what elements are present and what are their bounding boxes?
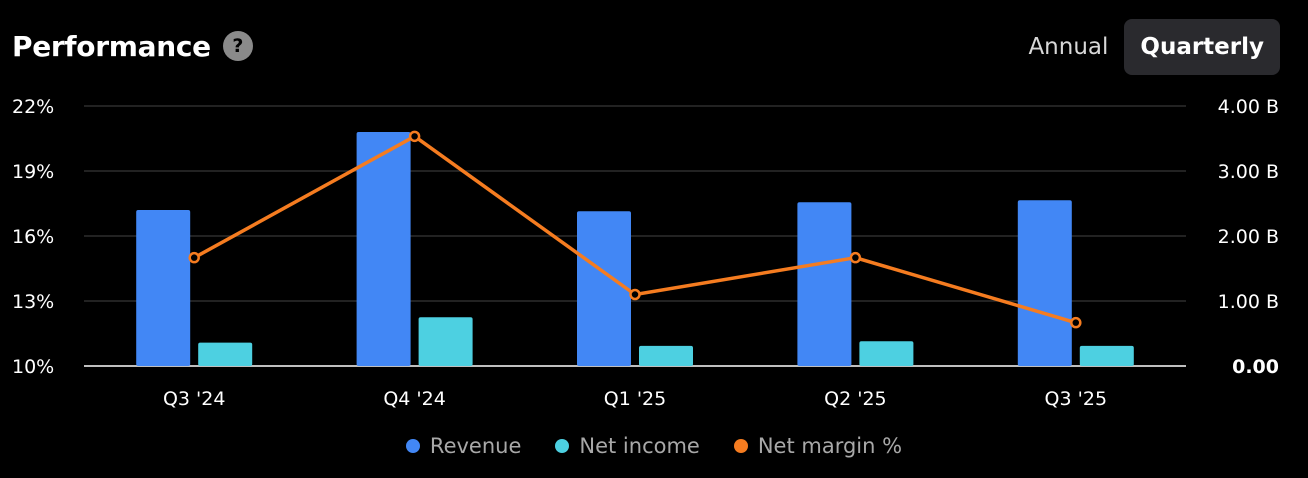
legend-item-revenue[interactable]: Revenue: [405, 434, 522, 458]
net-margin-point: [849, 251, 862, 264]
y-left-tick-label: 22%: [12, 96, 54, 118]
revenue-bar: [1017, 200, 1072, 366]
y-left-tick-label: 10%: [12, 356, 54, 378]
y-right-tick-label: 3.00 B: [1218, 161, 1279, 183]
legend-item-net-income[interactable]: Net income: [555, 434, 700, 458]
revenue-legend-dot: [405, 439, 420, 453]
y-right-tick-label: 4.00 B: [1218, 96, 1279, 118]
net-income-bar: [1079, 345, 1134, 366]
y-left-tick-label: 13%: [12, 291, 54, 313]
net-income-bar: [639, 345, 693, 366]
y-left-tick-label: 19%: [12, 161, 54, 183]
net-margin-legend-dot: [733, 439, 748, 453]
x-tick-label: Q4 '24: [383, 388, 445, 410]
revenue-bar: [797, 202, 852, 366]
x-tick-label: Q2 '25: [824, 388, 886, 410]
legend-label-net-income: Net income: [579, 434, 700, 458]
period-toggle: Annual Quarterly: [1012, 19, 1280, 75]
net-income-bar: [418, 317, 473, 366]
x-tick-label: Q3 '24: [163, 388, 225, 410]
x-tick-label: Q1 '25: [604, 388, 666, 410]
revenue-bar: [136, 210, 191, 366]
x-tick-label: Q3 '25: [1045, 388, 1107, 410]
chart-header: Performance ?: [12, 24, 253, 68]
y-right-tick-label: 0.00: [1232, 356, 1279, 378]
chart-legend: Revenue Net income Net margin %: [0, 430, 1308, 462]
revenue-bar: [356, 132, 411, 366]
performance-chart: 22% 4.00 B 19% 3.00 B 16% 2.00 B 13% 1.00 B 10% 0…: [12, 96, 1279, 410]
net-margin-point: [629, 288, 641, 301]
legend-label-revenue: Revenue: [429, 434, 522, 458]
net-income-bar: [859, 341, 914, 366]
help-icon[interactable]: ?: [222, 31, 253, 61]
net-income-bar: [198, 342, 253, 366]
page-title: Performance: [12, 29, 211, 63]
net-margin-point: [188, 251, 200, 264]
net-margin-point: [1070, 316, 1082, 329]
net-margin-point: [408, 130, 421, 143]
quarterly-option[interactable]: Quarterly: [1124, 19, 1280, 75]
y-right-tick-label: 2.00 B: [1218, 226, 1279, 248]
annual-option[interactable]: Annual: [1028, 34, 1109, 60]
legend-label-net-margin: Net margin %: [757, 434, 903, 458]
y-right-tick-label: 1.00 B: [1218, 291, 1279, 313]
revenue-bar: [577, 211, 631, 366]
y-left-tick-label: 16%: [12, 226, 54, 248]
net-income-legend-dot: [555, 439, 570, 453]
legend-item-net-margin[interactable]: Net margin %: [733, 434, 903, 458]
